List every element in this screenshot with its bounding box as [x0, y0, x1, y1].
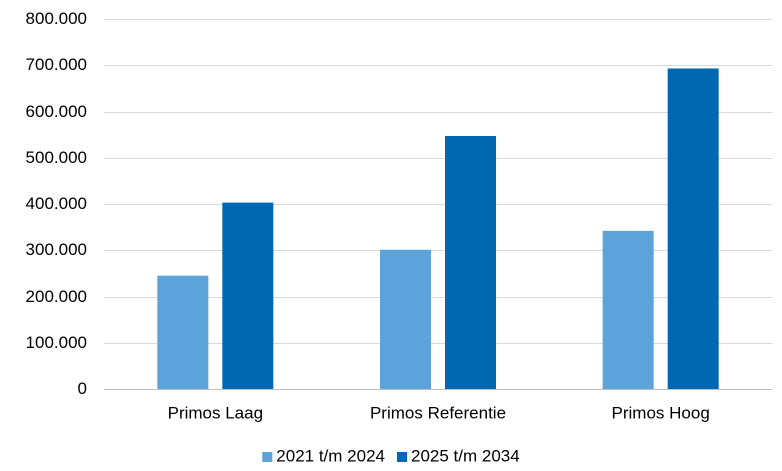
y-tick-label: 400.000 — [26, 194, 87, 213]
x-tick-label: Primos Hoog — [612, 403, 710, 422]
x-tick-label: Primos Referentie — [370, 403, 506, 422]
legend-label: 2021 t/m 2024 — [276, 446, 385, 465]
bar — [602, 230, 654, 389]
bar — [380, 249, 431, 389]
bar — [445, 136, 496, 389]
y-tick-label: 200.000 — [26, 287, 87, 306]
x-axis-categories: Primos Laag Primos Referentie Primos Hoog — [168, 403, 710, 422]
y-tick-label: 600.000 — [26, 102, 87, 121]
legend: 2021 t/m 2024 2025 t/m 2034 — [262, 446, 520, 465]
gridlines — [104, 19, 772, 390]
x-tick-label: Primos Laag — [168, 403, 263, 422]
y-tick-label: 800.000 — [26, 9, 87, 28]
y-tick-label: 0 — [78, 379, 87, 398]
legend-label: 2025 t/m 2034 — [411, 446, 520, 465]
legend-swatch — [397, 452, 407, 462]
y-tick-label: 700.000 — [26, 55, 87, 74]
bar — [222, 202, 274, 389]
bar — [157, 275, 209, 389]
bar — [667, 68, 719, 390]
bars — [157, 68, 719, 390]
y-tick-label: 300.000 — [26, 240, 87, 259]
legend-swatch — [262, 452, 273, 462]
y-tick-label: 100.000 — [26, 333, 87, 352]
y-tick-label: 500.000 — [26, 148, 87, 167]
y-axis-ticks: 0 100.000 200.000 300.000 400.000 500.000 600.… — [26, 9, 87, 398]
